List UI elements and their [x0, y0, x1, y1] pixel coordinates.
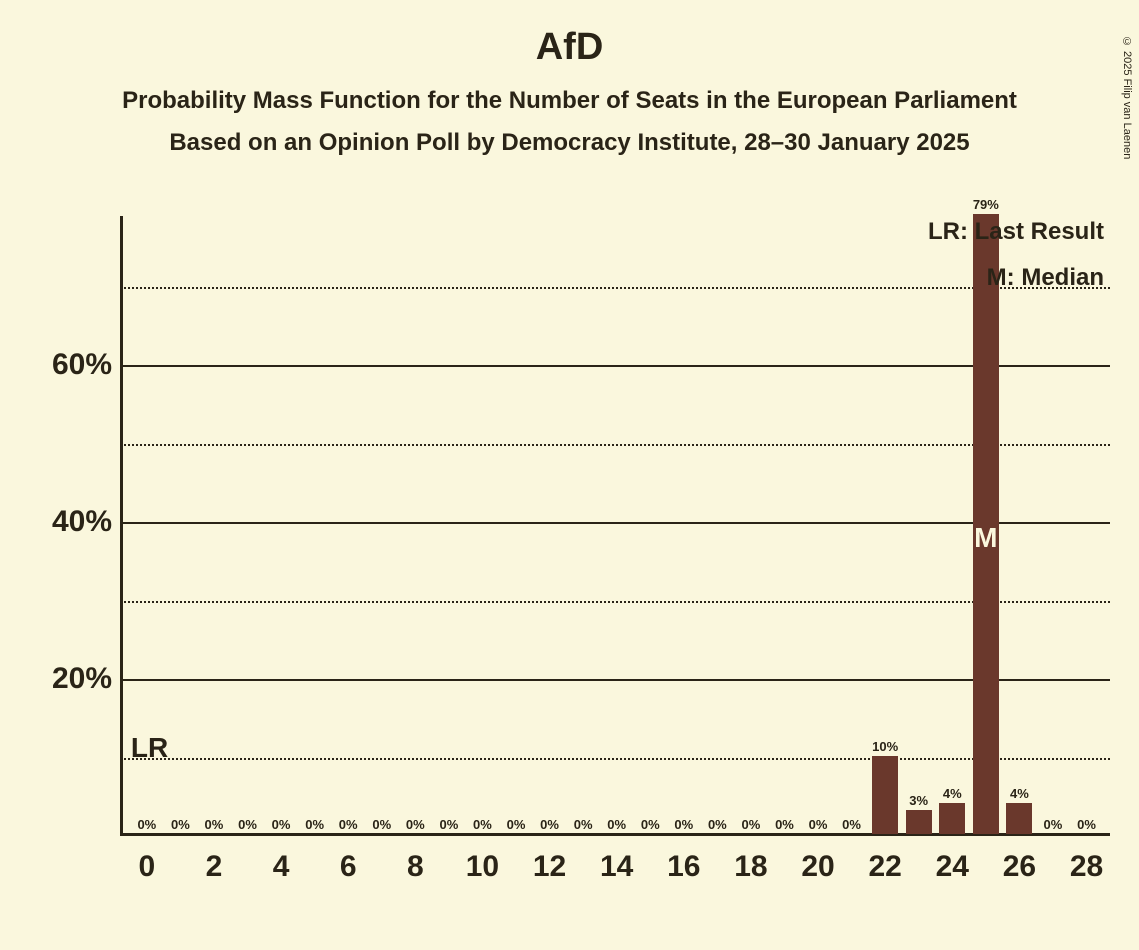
- bar-value-label: 0%: [439, 817, 458, 832]
- pmf-bar: [939, 803, 965, 834]
- bar-value-label: 0%: [775, 817, 794, 832]
- x-tick-label: 20: [801, 850, 834, 884]
- bar-value-label: 4%: [1010, 786, 1029, 801]
- bar-value-label: 0%: [540, 817, 559, 832]
- y-tick-label: 60%: [52, 348, 112, 382]
- bar-value-label: 0%: [1044, 817, 1063, 832]
- x-tick-label: 16: [667, 850, 700, 884]
- last-result-marker: LR: [131, 732, 168, 764]
- pmf-bar: [872, 756, 898, 834]
- y-tick-label: 40%: [52, 505, 112, 539]
- bar-value-label: 0%: [1077, 817, 1096, 832]
- bar-value-label: 0%: [305, 817, 324, 832]
- gridline-major: [120, 679, 1110, 681]
- gridline-major: [120, 522, 1110, 524]
- copyright-note: © 2025 Filip van Laenen: [1121, 36, 1133, 159]
- bar-value-label: 0%: [205, 817, 224, 832]
- bar-value-label: 0%: [809, 817, 828, 832]
- bar-value-label: 0%: [507, 817, 526, 832]
- x-tick-label: 8: [407, 850, 424, 884]
- chart-subtitle-1: Probability Mass Function for the Number…: [0, 87, 1139, 115]
- gridline-minor: [120, 287, 1110, 289]
- median-marker: M: [974, 522, 997, 554]
- x-tick-label: 4: [273, 850, 290, 884]
- bar-value-label: 0%: [842, 817, 861, 832]
- bar-value-label: 0%: [708, 817, 727, 832]
- gridline-minor: [120, 758, 1110, 760]
- x-tick-label: 0: [139, 850, 156, 884]
- x-tick-label: 12: [533, 850, 566, 884]
- pmf-bar-chart: 20%40%60%0%0%0%0%0%0%0%0%0%0%0%0%0%0%0%0…: [120, 216, 1110, 836]
- x-tick-label: 14: [600, 850, 633, 884]
- x-tick-label: 28: [1070, 850, 1103, 884]
- chart-title: AfD: [0, 26, 1139, 69]
- x-tick-label: 2: [206, 850, 223, 884]
- bar-value-label: 0%: [406, 817, 425, 832]
- bar-value-label: 0%: [137, 817, 156, 832]
- bar-value-label: 79%: [973, 197, 999, 212]
- x-tick-label: 24: [936, 850, 969, 884]
- bar-value-label: 3%: [909, 793, 928, 808]
- legend-median: M: Median: [987, 264, 1104, 292]
- gridline-minor: [120, 601, 1110, 603]
- bar-value-label: 0%: [674, 817, 693, 832]
- gridline-major: [120, 365, 1110, 367]
- gridline-minor: [120, 444, 1110, 446]
- legend-last-result: LR: Last Result: [928, 218, 1104, 246]
- bar-value-label: 0%: [238, 817, 257, 832]
- y-tick-label: 20%: [52, 662, 112, 696]
- bar-value-label: 0%: [607, 817, 626, 832]
- bar-value-label: 0%: [372, 817, 391, 832]
- bar-value-label: 0%: [171, 817, 190, 832]
- bar-value-label: 0%: [339, 817, 358, 832]
- x-tick-label: 10: [466, 850, 499, 884]
- bar-value-label: 4%: [943, 786, 962, 801]
- y-axis-line: [120, 216, 123, 836]
- bar-value-label: 10%: [872, 739, 898, 754]
- pmf-bar: [1006, 803, 1032, 834]
- bar-value-label: 0%: [473, 817, 492, 832]
- x-tick-label: 22: [868, 850, 901, 884]
- chart-subtitle-2: Based on an Opinion Poll by Democracy In…: [0, 129, 1139, 157]
- x-tick-label: 26: [1003, 850, 1036, 884]
- bar-value-label: 0%: [574, 817, 593, 832]
- pmf-bar: [906, 810, 932, 834]
- x-tick-label: 18: [734, 850, 767, 884]
- x-tick-label: 6: [340, 850, 357, 884]
- bar-value-label: 0%: [742, 817, 761, 832]
- bar-value-label: 0%: [272, 817, 291, 832]
- bar-value-label: 0%: [641, 817, 660, 832]
